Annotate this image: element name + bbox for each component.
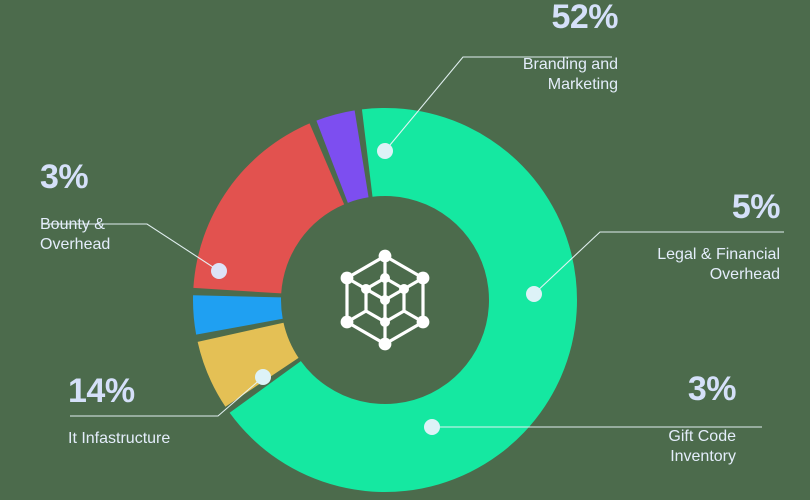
dot-gift[interactable]: [424, 419, 440, 435]
callout-gift-code-inventory: 3% Gift Code Inventory: [614, 372, 786, 468]
dot-it[interactable]: [255, 369, 271, 385]
callout-label: Branding and Marketing: [522, 56, 618, 94]
callout-percent: 3%: [687, 370, 737, 408]
callout-legal-and-financial-overhead: 5% Legal & Financial Overhead: [610, 190, 786, 286]
callout-percent: 5%: [731, 188, 781, 226]
callout-branding-and-marketing: 52% Branding and Marketing: [472, 0, 632, 96]
connector-it: [70, 376, 264, 417]
donut-slices: [192, 107, 577, 492]
slice-branding-and-marketing[interactable]: [229, 107, 577, 492]
callout-label: It Infastructure: [68, 430, 171, 447]
callout-label: Gift Code Inventory: [668, 428, 736, 466]
slice-bounty-and-overhead[interactable]: [316, 110, 369, 203]
network-nodes-icon: [340, 249, 430, 351]
connector-legal: [533, 231, 784, 295]
dot-bounty[interactable]: [211, 263, 227, 279]
callout-percent: 14%: [68, 372, 135, 410]
dot-branding[interactable]: [377, 143, 393, 159]
callout-it-infastructure: 14% It Infastructure: [44, 374, 254, 449]
slice-gift-code-inventory[interactable]: [192, 295, 283, 335]
slice-it-infastructure[interactable]: [193, 123, 345, 294]
callout-percent: 3%: [40, 158, 89, 196]
dot-legal[interactable]: [526, 286, 542, 302]
callout-label: Bounty & Overhead: [40, 216, 111, 254]
callout-label: Legal & Financial Overhead: [657, 246, 780, 284]
callout-dots: [211, 143, 542, 435]
callout-bounty-and-overhead: 3% Bounty & Overhead: [30, 160, 220, 256]
callout-percent: 52%: [551, 0, 618, 36]
connector-branding: [384, 56, 612, 152]
slice-legal-and-financial-overhead[interactable]: [197, 322, 299, 407]
connector-bounty: [42, 223, 220, 272]
callout-connectors: [42, 56, 784, 428]
